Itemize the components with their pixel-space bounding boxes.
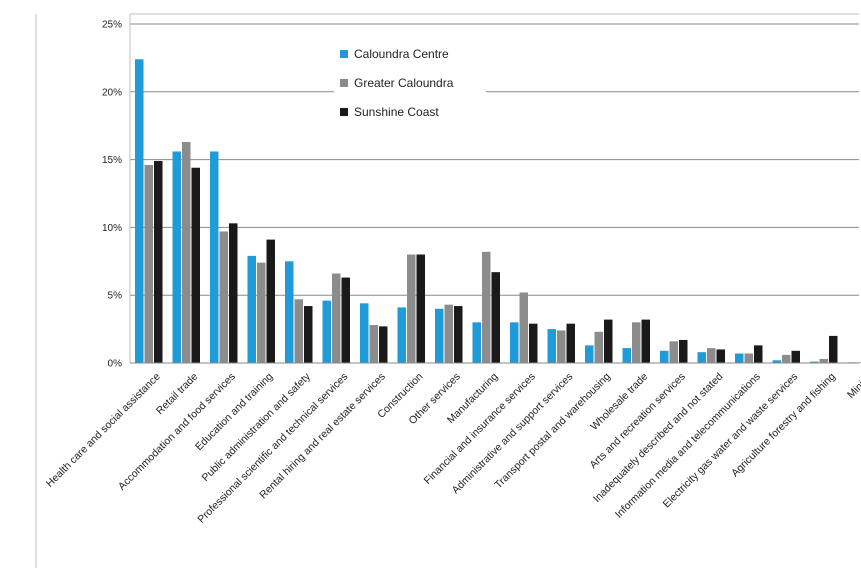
legend-label: Sunshine Coast: [354, 105, 439, 119]
bar-greater-caloundra: [707, 348, 716, 363]
bar-greater-caloundra: [482, 251, 491, 363]
bar-greater-caloundra: [444, 304, 453, 363]
grid-layer: [130, 23, 859, 296]
bar-sunshine-coast: [154, 160, 163, 363]
y-tick-label: 25%: [102, 20, 122, 31]
bar-greater-caloundra: [407, 254, 416, 363]
x-tick-label: Mining: [845, 371, 861, 401]
bars-layer: [135, 59, 861, 363]
bar-greater-caloundra: [219, 231, 228, 363]
bar-sunshine-coast: [641, 319, 650, 363]
bar-sunshine-coast: [379, 326, 388, 363]
bar-greater-caloundra: [594, 331, 603, 363]
legend-swatch: [340, 79, 348, 87]
bar-caloundra-centre: [772, 360, 781, 363]
bar-sunshine-coast: [341, 277, 350, 363]
bar-greater-caloundra: [557, 330, 566, 363]
bar-sunshine-coast: [604, 319, 613, 363]
legend-swatch: [340, 50, 348, 58]
bar-caloundra-centre: [247, 255, 256, 363]
legend-background: [334, 44, 486, 135]
bar-greater-caloundra: [632, 322, 641, 363]
bar-greater-caloundra: [519, 292, 528, 363]
bar-caloundra-centre: [435, 308, 444, 363]
legend-swatch: [340, 108, 348, 116]
y-tick-label: 5%: [108, 291, 123, 302]
bar-sunshine-coast: [229, 223, 238, 363]
legend: Caloundra Centre Greater Caloundra Sunshin…: [334, 44, 486, 135]
y-tick-label: 15%: [102, 155, 122, 166]
bar-sunshine-coast: [266, 239, 275, 363]
bar-caloundra-centre: [697, 352, 706, 363]
bar-caloundra-centre: [360, 303, 369, 363]
bar-sunshine-coast: [529, 323, 538, 363]
bar-greater-caloundra: [819, 358, 828, 363]
y-tick-label: 0%: [108, 359, 123, 370]
bar-greater-caloundra: [369, 325, 378, 363]
x-tick-label: Electricity gas water and waste services: [661, 371, 801, 511]
bar-sunshine-coast: [454, 306, 463, 363]
bar-greater-caloundra: [332, 273, 341, 363]
y-tick-label: 10%: [102, 223, 122, 234]
bar-caloundra-centre: [210, 151, 219, 363]
bar-sunshine-coast: [754, 345, 763, 363]
bar-caloundra-centre: [172, 151, 181, 363]
bar-sunshine-coast: [716, 349, 725, 363]
bar-sunshine-coast: [679, 339, 688, 363]
bar-caloundra-centre: [810, 361, 819, 363]
bar-greater-caloundra: [669, 341, 678, 363]
bar-caloundra-centre: [735, 353, 744, 363]
y-tick-label: 20%: [102, 87, 122, 98]
bar-sunshine-coast: [304, 306, 313, 363]
bar-caloundra-centre: [397, 307, 406, 363]
bar-caloundra-centre: [472, 322, 481, 363]
bar-caloundra-centre: [622, 348, 631, 363]
bar-greater-caloundra: [257, 262, 266, 363]
legend-label: Greater Caloundra: [354, 76, 454, 90]
bar-greater-caloundra: [744, 353, 753, 363]
bar-sunshine-coast: [491, 272, 500, 363]
bar-greater-caloundra: [182, 141, 191, 363]
bar-caloundra-centre: [510, 322, 519, 363]
bar-caloundra-centre: [285, 261, 294, 363]
bar-greater-caloundra: [294, 299, 303, 363]
bar-caloundra-centre: [135, 59, 144, 363]
bar-caloundra-centre: [585, 345, 594, 363]
bar-caloundra-centre: [322, 300, 331, 363]
bar-sunshine-coast: [566, 323, 575, 363]
legend-label: Caloundra Centre: [354, 47, 449, 61]
bar-greater-caloundra: [144, 165, 153, 363]
bar-sunshine-coast: [829, 335, 838, 363]
bar-greater-caloundra: [782, 354, 791, 363]
bar-sunshine-coast: [416, 254, 425, 363]
bar-sunshine-coast: [791, 350, 800, 363]
bar-caloundra-centre: [547, 329, 556, 363]
bar-caloundra-centre: [660, 350, 669, 363]
bar-sunshine-coast: [191, 167, 200, 363]
